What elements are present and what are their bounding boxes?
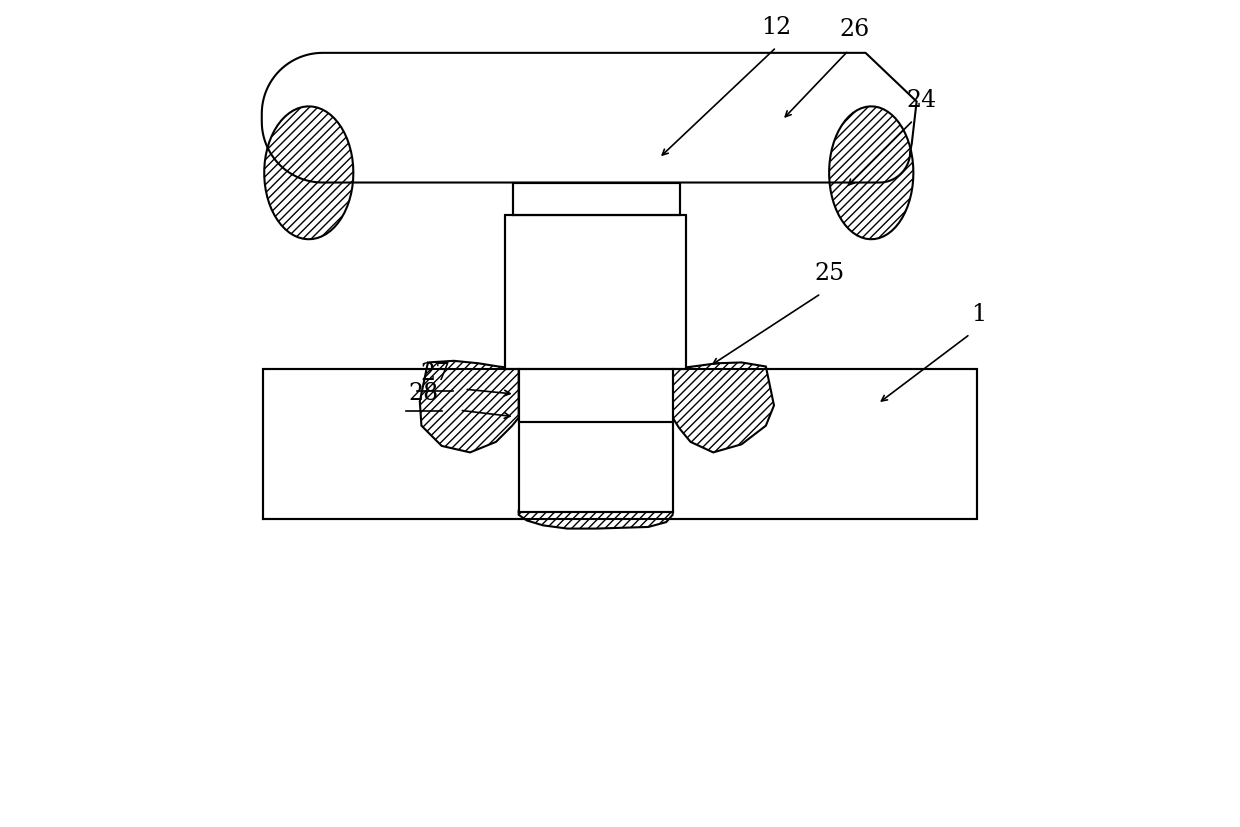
Text: 1: 1 <box>971 303 986 326</box>
Polygon shape <box>518 369 672 513</box>
Text: 25: 25 <box>813 262 844 285</box>
Text: 28: 28 <box>409 382 439 405</box>
Text: 24: 24 <box>906 89 936 112</box>
Polygon shape <box>505 215 687 369</box>
Polygon shape <box>420 361 518 452</box>
Polygon shape <box>830 107 914 239</box>
Polygon shape <box>263 369 977 519</box>
Polygon shape <box>513 183 680 215</box>
Text: 27: 27 <box>420 362 450 385</box>
Text: 12: 12 <box>761 16 791 39</box>
Polygon shape <box>262 53 916 183</box>
Polygon shape <box>672 362 774 452</box>
Text: 26: 26 <box>839 17 870 41</box>
Polygon shape <box>518 511 672 528</box>
Polygon shape <box>264 107 353 239</box>
